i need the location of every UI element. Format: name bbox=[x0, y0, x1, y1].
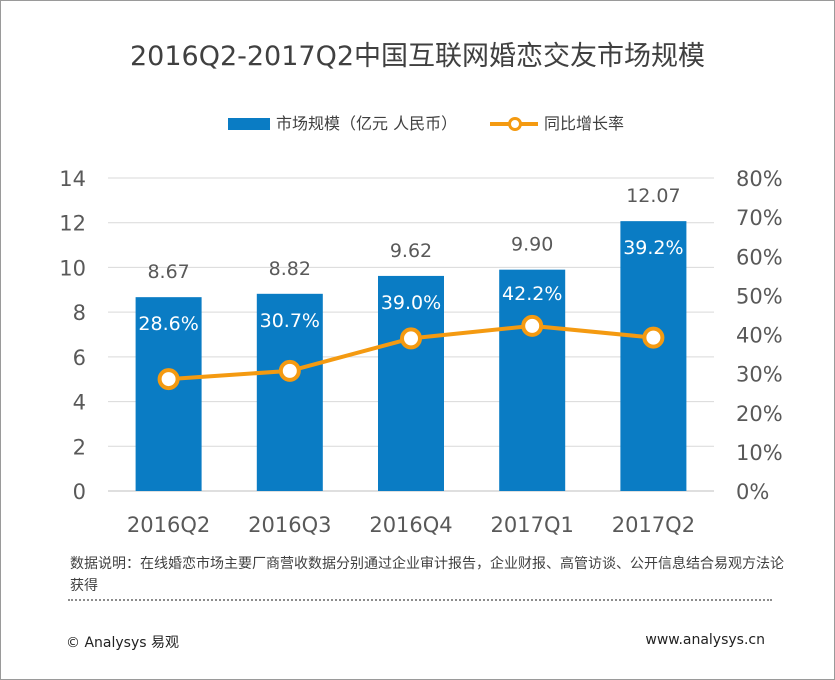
growth-rate-label: 42.2% bbox=[502, 283, 562, 305]
legend-item-growth-rate: 同比增长率 bbox=[490, 113, 624, 135]
bar bbox=[378, 275, 444, 491]
footer-divider bbox=[68, 599, 772, 601]
y-right-tick-label: 80% bbox=[736, 167, 783, 191]
growth-rate-point bbox=[400, 327, 422, 350]
website-text: www.analysys.cn bbox=[645, 632, 765, 648]
y-left-tick-label: 14 bbox=[59, 167, 86, 191]
bar-value-label: 8.82 bbox=[269, 258, 311, 280]
y-right-tick-label: 60% bbox=[736, 245, 783, 269]
chart-title: 2016Q2-2017Q2中国互联网婚恋交友市场规模 bbox=[129, 41, 706, 72]
y-right-tick-label: 20% bbox=[736, 402, 783, 426]
y-left-tick-label: 2 bbox=[73, 435, 86, 459]
bar-value-label: 9.62 bbox=[390, 240, 432, 262]
bar bbox=[499, 269, 566, 491]
x-tick-label: 2017Q1 bbox=[491, 513, 574, 537]
y-right-tick-label: 70% bbox=[736, 206, 783, 230]
legend-bar-swatch bbox=[228, 117, 270, 130]
y-left-tick-label: 4 bbox=[73, 391, 86, 415]
growth-rate-point bbox=[521, 314, 544, 337]
growth-rate-point bbox=[642, 326, 665, 349]
y-left-tick-label: 6 bbox=[73, 346, 86, 370]
legend-item-market-size: 市场规模（亿元 人民币） bbox=[228, 113, 457, 135]
growth-rate-label: 30.7% bbox=[260, 310, 320, 332]
x-tick-label: 2016Q2 bbox=[127, 513, 210, 537]
legend-bar-label: 市场规模（亿元 人民币） bbox=[276, 114, 458, 133]
bar-value-label: 8.67 bbox=[147, 261, 189, 283]
y-left-tick-label: 12 bbox=[59, 212, 86, 236]
y-left-tick-label: 10 bbox=[59, 256, 86, 280]
y-right-tick-label: 40% bbox=[736, 324, 783, 348]
data-note: 数据说明：在线婚恋市场主要厂商营收数据分别通过企业审计报告，企业财报、高管访谈、… bbox=[70, 556, 784, 594]
y-right-tick-label: 10% bbox=[736, 441, 783, 465]
bar bbox=[135, 297, 202, 491]
x-tick-label: 2016Q3 bbox=[248, 513, 331, 537]
bar bbox=[620, 221, 687, 491]
growth-rate-point bbox=[157, 368, 180, 391]
x-tick-label: 2017Q2 bbox=[612, 513, 695, 537]
legend-line-swatch bbox=[490, 116, 538, 131]
x-tick-label: 2016Q4 bbox=[369, 513, 452, 537]
legend-line-label: 同比增长率 bbox=[544, 114, 625, 133]
y-left-tick-label: 0 bbox=[73, 480, 86, 504]
growth-rate-label: 39.2% bbox=[623, 237, 683, 259]
y-left-tick-label: 8 bbox=[73, 301, 86, 325]
y-right-tick-label: 50% bbox=[736, 284, 783, 308]
growth-rate-label: 39.0% bbox=[381, 292, 441, 314]
y-right-tick-label: 0% bbox=[736, 480, 769, 504]
copyright-text: © Analysys 易观 bbox=[66, 635, 179, 651]
chart-plot: 0 2 4 6 8 10 12 14 0% 10% 20% 30% 40% 50% 60% 70% 80% 201… bbox=[59, 167, 783, 537]
bar-value-label: 9.90 bbox=[511, 234, 553, 256]
bar bbox=[256, 293, 323, 491]
y-right-tick-label: 30% bbox=[736, 363, 783, 387]
bar-value-label: 12.07 bbox=[626, 185, 680, 207]
growth-rate-point bbox=[278, 359, 301, 382]
growth-rate-label: 28.6% bbox=[138, 313, 198, 335]
